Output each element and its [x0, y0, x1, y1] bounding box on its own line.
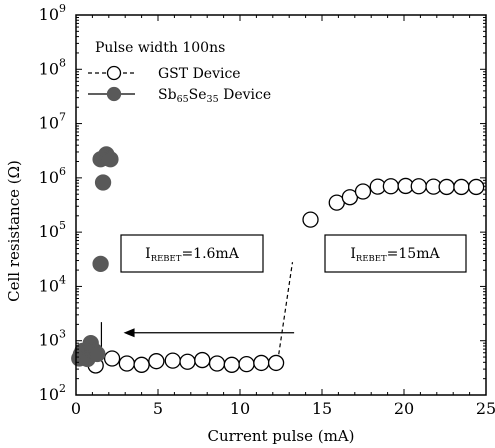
series-0-point [382, 178, 400, 195]
y-tick-label: 108 [39, 56, 66, 78]
y-axis-label: Cell resistance (Ω) [5, 160, 23, 302]
series-0-point [179, 353, 196, 370]
series-0-point [164, 352, 181, 369]
annotation-label-gst: IREBET=15mA [350, 246, 440, 264]
x-tick-label: 5 [153, 399, 163, 418]
series-0-point [453, 178, 470, 196]
series-0-point [267, 354, 285, 372]
series-1-point [89, 345, 106, 363]
arrow-head [123, 328, 135, 338]
series-0-point [208, 355, 226, 372]
y-tick-label: 107 [39, 111, 66, 133]
y-tick-label: 109 [39, 2, 66, 24]
data-marks [71, 146, 485, 374]
x-axis-label: Current pulse (mA) [208, 427, 355, 445]
axis-ticks: 0 5 10 15 20 25 102 103 104 105 106 107 108 109 [39, 2, 495, 418]
series-0-point [133, 356, 150, 373]
y-tick-label: 106 [39, 165, 66, 187]
series-0-point [194, 351, 211, 369]
series-0-point [354, 183, 372, 200]
legend: Pulse width 100ns GST Device Sb65Se35 Devi… [88, 40, 271, 105]
legend-marker-0 [106, 65, 122, 81]
annotation-box-sbse [120, 234, 264, 273]
series-1-point [102, 151, 119, 168]
plot-frame [75, 14, 487, 396]
series-0-point [468, 178, 485, 196]
legend-marker-1 [106, 86, 122, 102]
y-tick-label: 102 [39, 382, 66, 404]
series-0-point [103, 350, 121, 367]
series-0-point [302, 211, 319, 228]
series-0-point [223, 356, 240, 373]
series-0-point [253, 354, 270, 372]
series-1-point [92, 255, 109, 273]
legend-label-0: GST Device [158, 66, 241, 82]
x-tick-label: 25 [476, 399, 495, 418]
y-tick-label: 105 [39, 219, 66, 241]
series-0-point [438, 178, 455, 196]
x-tick-label: 0 [71, 399, 81, 418]
y-axis-label-text: Cell resistance (Ω) [5, 160, 23, 302]
x-tick-label: 15 [312, 399, 332, 418]
x-tick-label: 20 [394, 399, 414, 418]
annotation-label-sbse: IREBET=1.6mA [145, 246, 240, 264]
annotations: IREBET=1.6mA IREBET=15mA [120, 234, 467, 338]
plot-area: IREBET=1.6mA IREBET=15mA Pulse width 100n… [39, 2, 495, 418]
series-0-point [238, 356, 255, 373]
series-1-point [94, 174, 112, 191]
y-tick-label: 104 [39, 273, 66, 295]
legend-label-1: Sb65Se35 Device [158, 87, 271, 105]
series-0-point [148, 353, 165, 370]
x-tick-label: 10 [230, 399, 250, 418]
legend-header: Pulse width 100ns [95, 40, 225, 56]
series-lines [100, 262, 294, 362]
series-0-point [118, 355, 135, 372]
series-0-point [410, 178, 427, 195]
y-tick-label: 103 [39, 328, 66, 350]
series-0-transition-line [277, 262, 294, 362]
annotation-box-gst [324, 234, 467, 273]
